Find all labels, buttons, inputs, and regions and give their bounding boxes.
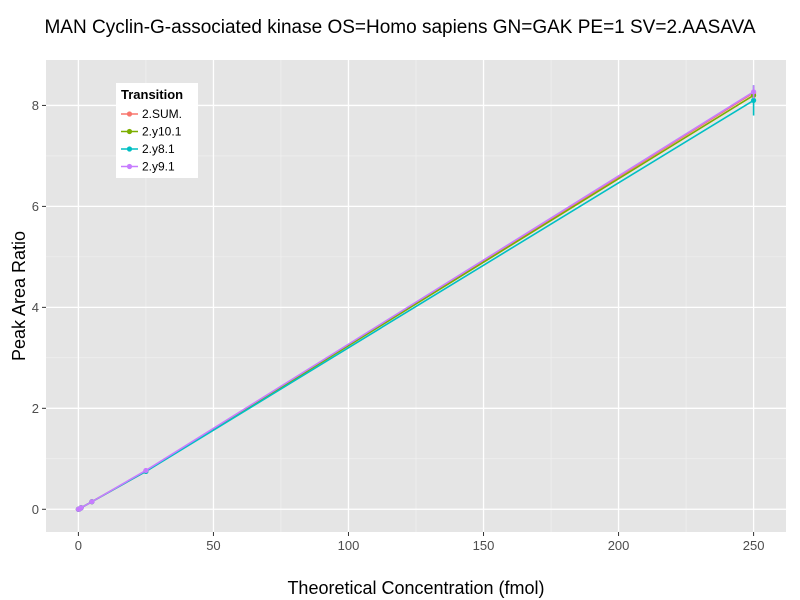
data-point <box>750 97 757 103</box>
legend-items: 2.SUM. 2.y10.1 2.y8.1 2.y9.1 <box>121 107 182 174</box>
legend-label: 2.y9.1 <box>142 160 175 174</box>
y-tick-label: 2 <box>32 401 39 416</box>
legend-key-point <box>126 128 133 135</box>
series-layer <box>75 85 757 512</box>
data-point <box>143 467 149 474</box>
x-tick-label: 50 <box>206 538 220 553</box>
legend: Transition 2.SUM. 2.y10.1 2.y8.1 2.y9.1 <box>116 83 198 178</box>
x-axis-ticks: 0 50 100 150 200 250 <box>75 532 765 553</box>
major-gridlines <box>46 60 786 532</box>
legend-key-point <box>126 111 133 117</box>
x-tick-label: 100 <box>338 538 360 553</box>
series-2.y9.1 <box>75 85 757 512</box>
legend-key-point <box>126 163 133 170</box>
x-tick-label: 200 <box>608 538 630 553</box>
y-tick-label: 6 <box>32 199 39 214</box>
y-tick-label: 0 <box>32 502 39 517</box>
y-tick-label: 8 <box>32 98 39 113</box>
data-point <box>78 505 84 511</box>
y-axis-title: Peak Area Ratio <box>9 231 29 361</box>
x-tick-label: 250 <box>743 538 765 553</box>
y-axis-ticks: 0 2 4 6 8 <box>32 98 46 517</box>
y-tick-label: 4 <box>32 300 39 315</box>
x-tick-label: 150 <box>473 538 495 553</box>
legend-label: 2.SUM. <box>142 107 182 121</box>
legend-label: 2.y8.1 <box>142 142 175 156</box>
x-tick-label: 0 <box>75 538 82 553</box>
data-point <box>89 499 95 505</box>
x-axis-title: Theoretical Concentration (fmol) <box>287 578 544 598</box>
legend-label: 2.y10.1 <box>142 125 182 139</box>
chart-title: MAN Cyclin-G-associated kinase OS=Homo s… <box>44 17 755 38</box>
legend-title: Transition <box>121 87 183 102</box>
data-point <box>750 89 757 95</box>
legend-key-point <box>126 146 133 152</box>
